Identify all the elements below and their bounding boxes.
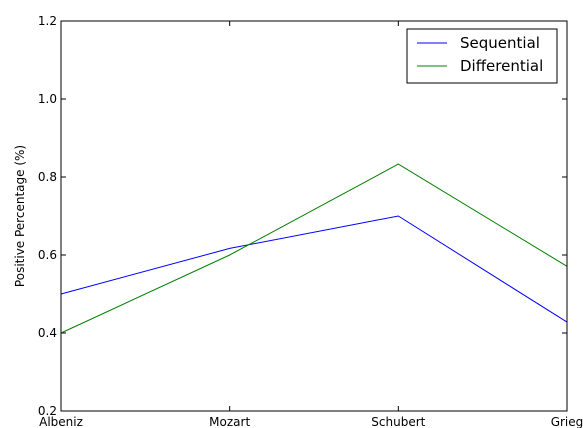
legend-label: Differential [460, 57, 543, 75]
y-tick-label: 0.4 [38, 326, 57, 340]
x-tick-label: Grieg [551, 415, 583, 428]
plot-frame [60, 20, 568, 412]
y-tick-label: 0.2 [38, 404, 57, 418]
y-tick-label: 1.2 [38, 14, 57, 28]
x-tick-label: Mozart [209, 415, 250, 428]
x-tick-label: Albeniz [39, 415, 83, 428]
y-axis-ticks: 0.2 0.4 0.6 0.8 1.0 1.2 [38, 14, 567, 418]
series-lines [60, 163, 568, 334]
y-axis-label: Positive Percentage (%) [13, 145, 27, 287]
y-tick-label: 0.6 [38, 248, 57, 262]
series-line-sequential [60, 215, 568, 323]
y-tick-label: 0.8 [38, 170, 57, 184]
legend: Sequential Differential [406, 28, 558, 84]
series-line-differential [60, 163, 568, 334]
x-tick-label: Schubert [371, 415, 425, 428]
y-tick-label: 1.0 [38, 92, 57, 106]
legend-label: Sequential [460, 34, 540, 52]
legend-box [406, 28, 558, 84]
